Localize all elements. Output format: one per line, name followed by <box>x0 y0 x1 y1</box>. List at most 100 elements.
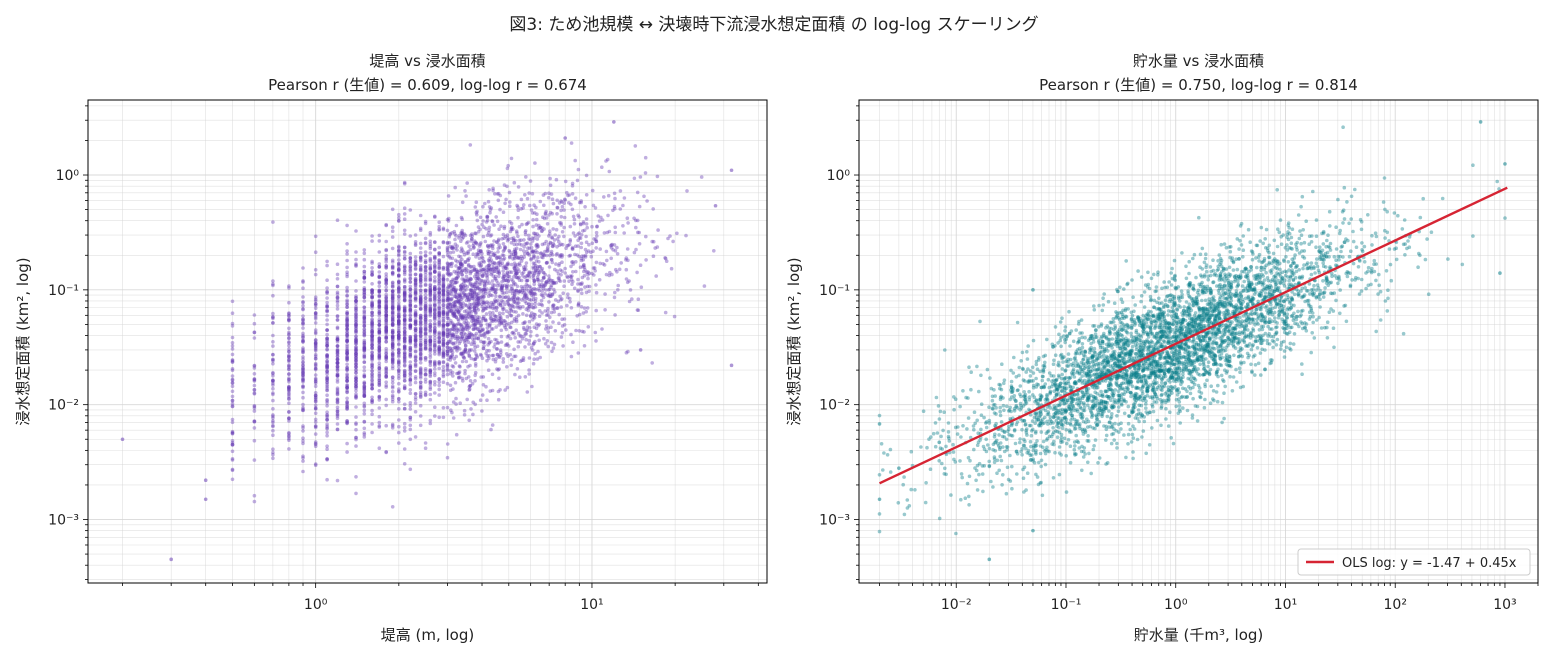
data-point <box>363 289 367 293</box>
data-point <box>570 274 574 278</box>
data-point <box>433 414 437 418</box>
data-point <box>449 262 453 266</box>
data-point <box>354 262 358 266</box>
data-point <box>567 254 571 258</box>
data-point <box>470 237 474 241</box>
data-point <box>391 293 395 297</box>
data-point <box>363 404 367 408</box>
data-point <box>231 390 235 394</box>
data-point <box>568 300 572 304</box>
data-point <box>301 314 305 318</box>
data-point <box>433 367 437 371</box>
data-point <box>466 251 470 255</box>
data-point <box>573 159 577 163</box>
data-point <box>397 267 401 271</box>
data-point <box>529 179 533 183</box>
y-tick-label: 10⁻² <box>48 398 79 414</box>
data-point <box>287 363 291 367</box>
data-point <box>480 409 484 413</box>
data-point <box>553 233 557 237</box>
data-point <box>548 295 552 299</box>
data-point <box>231 378 235 382</box>
data-point <box>559 221 563 225</box>
data-point <box>409 347 413 351</box>
data-point <box>446 246 450 250</box>
data-point <box>538 283 542 287</box>
data-point <box>554 298 558 302</box>
data-point <box>419 285 423 289</box>
data-point <box>605 250 609 254</box>
data-point <box>512 236 516 240</box>
data-point <box>287 401 291 405</box>
data-point <box>519 248 523 252</box>
data-point <box>623 196 627 200</box>
data-point <box>363 380 367 384</box>
data-point <box>510 222 514 226</box>
data-point <box>510 157 514 161</box>
data-point <box>419 246 423 250</box>
data-point <box>370 396 374 400</box>
data-point <box>500 329 504 333</box>
data-point <box>336 422 340 426</box>
data-point <box>636 219 640 223</box>
data-point <box>452 416 456 420</box>
data-point <box>414 255 418 259</box>
data-point <box>414 396 418 400</box>
data-point <box>231 457 235 461</box>
axes-frame <box>88 100 767 583</box>
data-point <box>345 242 349 246</box>
data-point <box>522 291 526 295</box>
data-point <box>579 246 583 250</box>
data-point <box>500 261 504 265</box>
data-point <box>336 327 340 331</box>
data-point <box>598 262 602 266</box>
data-point <box>231 341 235 345</box>
data-point <box>654 274 658 278</box>
data-point <box>409 418 413 422</box>
data-point <box>664 257 668 261</box>
data-point <box>378 265 382 269</box>
data-point <box>363 346 367 350</box>
data-point <box>566 194 570 198</box>
data-point <box>433 275 437 279</box>
data-point <box>551 281 555 285</box>
data-point <box>639 348 643 352</box>
data-point <box>403 212 407 216</box>
data-point <box>522 203 526 207</box>
data-point <box>567 244 571 248</box>
data-point <box>664 311 668 315</box>
data-point <box>429 271 433 275</box>
data-point <box>419 307 423 311</box>
data-point <box>314 444 318 448</box>
data-point <box>485 398 489 402</box>
data-point <box>565 304 569 308</box>
data-point <box>479 398 483 402</box>
data-point <box>336 296 340 300</box>
data-point <box>517 185 521 189</box>
data-point <box>461 360 465 364</box>
y-tick-label: 10⁻³ <box>48 513 79 529</box>
data-point <box>437 282 441 286</box>
data-point <box>542 337 546 341</box>
data-point <box>482 317 486 321</box>
data-point <box>363 431 367 435</box>
data-point <box>542 253 546 257</box>
data-point <box>403 217 407 221</box>
data-point <box>533 325 537 329</box>
data-point <box>429 247 433 251</box>
data-point <box>370 331 374 335</box>
data-point <box>414 370 418 374</box>
data-point <box>479 216 483 220</box>
data-point <box>475 211 479 215</box>
data-point <box>457 319 461 323</box>
data-point <box>345 320 349 324</box>
data-point <box>577 351 581 355</box>
data-point <box>397 343 401 347</box>
data-point <box>409 319 413 323</box>
data-point <box>442 266 446 270</box>
data-point <box>414 273 418 277</box>
data-point <box>429 319 433 323</box>
data-point <box>231 344 235 348</box>
data-point <box>554 281 558 285</box>
